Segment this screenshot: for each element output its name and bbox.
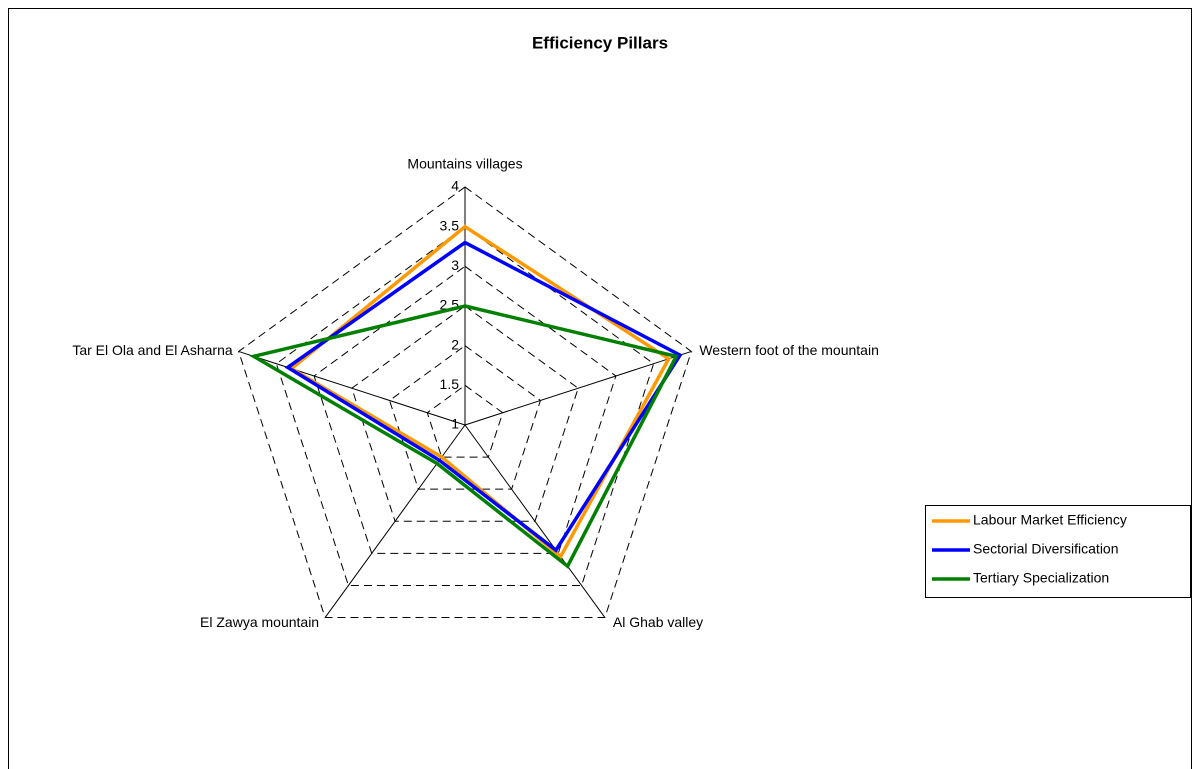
chart-title: Efficiency Pillars (532, 33, 668, 52)
series-line (284, 240, 683, 553)
category-label: Western foot of the mountain (699, 342, 879, 358)
spoke (238, 350, 466, 426)
r-tick-label: 2 (451, 336, 459, 352)
spoke (464, 350, 692, 426)
category-label: Al Ghab valley (613, 614, 703, 630)
r-tick-label: 3 (451, 257, 459, 273)
category-label: Tar El Ola and El Asharna (72, 342, 233, 358)
r-tick-label: 1 (451, 416, 459, 432)
legend-label: Sectorial Diversification (973, 541, 1119, 557)
series-line (249, 304, 679, 569)
r-tick-label: 3.5 (440, 217, 460, 233)
r-tick-label: 4 (451, 178, 459, 194)
chart-frame (8, 8, 1192, 769)
legend-label: Labour Market Efficiency (973, 512, 1127, 528)
spoke (464, 424, 606, 618)
category-label: Mountains villages (407, 156, 522, 172)
category-label: El Zawya mountain (200, 614, 319, 630)
legend-label: Tertiary Specialization (973, 570, 1109, 586)
r-tick-label: 1.5 (440, 376, 460, 392)
